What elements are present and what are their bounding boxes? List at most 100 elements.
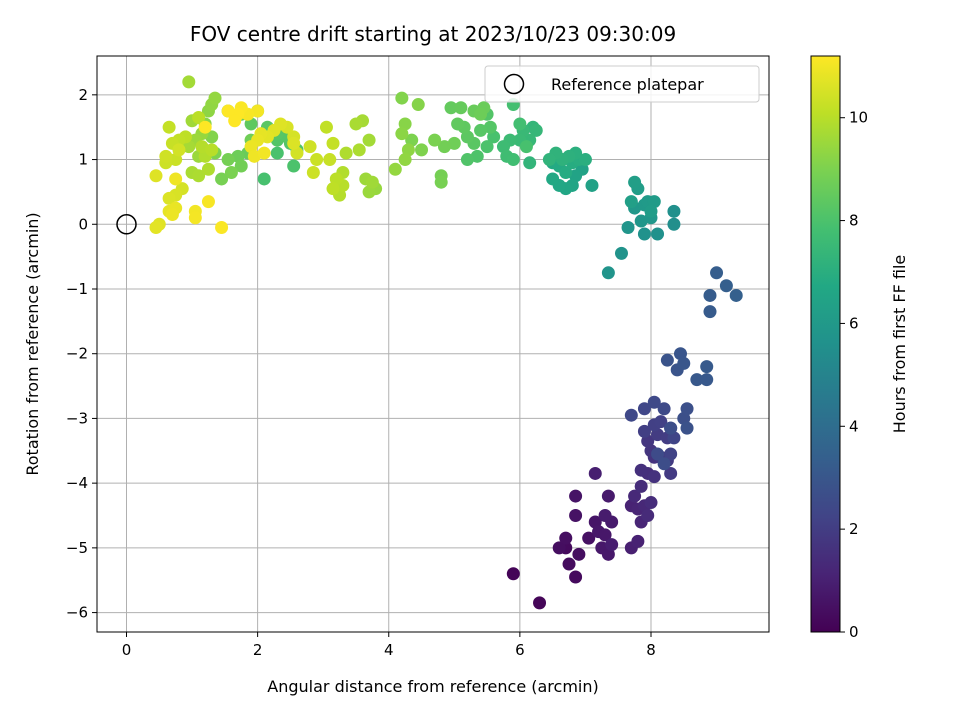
data-point: [647, 395, 661, 409]
colorbar-tick-label: 10: [849, 109, 868, 127]
x-tick-label: 4: [384, 641, 394, 659]
data-point: [578, 153, 592, 167]
plot-frame: [96, 55, 770, 633]
data-point: [339, 146, 353, 160]
data-point: [637, 227, 651, 241]
x-tick-label: 2: [253, 641, 263, 659]
data-point: [349, 117, 363, 131]
data-point: [215, 221, 229, 235]
data-point: [729, 288, 743, 302]
data-point: [192, 169, 206, 183]
data-point: [660, 353, 674, 367]
colorbar-ticks: 0 2 4 6 8 10: [840, 109, 868, 641]
data-point: [628, 489, 642, 503]
data-point: [159, 149, 173, 163]
data-point: [664, 421, 678, 435]
data-point: [224, 165, 238, 179]
data-point: [162, 191, 176, 205]
data-point: [588, 466, 602, 480]
data-point: [205, 130, 219, 144]
data-point: [703, 305, 717, 319]
data-point: [326, 136, 340, 150]
y-tick-label: −1: [66, 280, 88, 298]
data-point: [172, 143, 186, 157]
colorbar-tick-label: 4: [849, 417, 859, 435]
data-point: [195, 140, 209, 154]
colorbar-label: Hours from first FF file: [890, 255, 909, 434]
data-point: [352, 143, 366, 157]
data-point: [529, 123, 543, 137]
y-tick-label: 0: [78, 215, 88, 233]
data-point: [192, 110, 206, 124]
data-point: [205, 143, 219, 157]
data-point: [690, 373, 704, 387]
x-tick-label: 0: [122, 641, 132, 659]
data-point: [257, 146, 271, 160]
data-point: [306, 165, 320, 179]
data-point: [519, 140, 533, 154]
data-point: [585, 178, 599, 192]
data-point: [251, 104, 265, 118]
legend-entry: Reference platepar: [551, 75, 704, 94]
data-point: [569, 489, 583, 503]
data-point: [483, 120, 497, 134]
y-axis-ticks: 2 1 0 −1 −2 −3 −4 −5 −6: [66, 86, 97, 622]
colorbar: [810, 55, 841, 633]
data-point: [598, 509, 612, 523]
data-point: [326, 182, 340, 196]
data-point: [460, 153, 474, 167]
data-point: [624, 195, 638, 209]
data-point: [480, 140, 494, 154]
data-point: [667, 217, 681, 231]
data-point: [644, 496, 658, 510]
colorbar-tick-label: 8: [849, 212, 859, 230]
data-point: [552, 541, 566, 555]
data-point: [415, 143, 429, 157]
y-tick-label: −6: [66, 604, 88, 622]
data-point: [310, 153, 324, 167]
data-point: [703, 288, 717, 302]
data-point: [700, 360, 714, 374]
data-point: [605, 538, 619, 552]
data-point: [395, 91, 409, 105]
data-point: [644, 204, 658, 218]
data-point: [569, 509, 583, 523]
data-point: [621, 221, 635, 235]
data-point: [546, 172, 560, 186]
data-point: [221, 153, 235, 167]
data-point: [270, 146, 284, 160]
data-point: [513, 117, 527, 131]
data-point: [651, 227, 665, 241]
data-point: [188, 211, 202, 225]
data-point: [523, 156, 537, 170]
y-tick-label: −3: [66, 409, 88, 427]
y-tick-label: 2: [78, 86, 88, 104]
data-point: [710, 266, 724, 280]
data-point: [680, 402, 694, 416]
colorbar-tick-label: 0: [849, 623, 859, 641]
data-point: [319, 120, 333, 134]
y-tick-label: 1: [78, 151, 88, 169]
data-point: [447, 136, 461, 150]
legend: Reference platepar: [484, 65, 760, 103]
colorbar-tick-label: 2: [849, 520, 859, 538]
data-point: [362, 133, 376, 147]
reference-marker: [116, 214, 137, 235]
data-points: [149, 75, 743, 610]
data-point: [228, 114, 242, 128]
data-point: [437, 140, 451, 154]
data-point: [234, 159, 248, 173]
data-point: [628, 175, 642, 189]
data-point: [559, 531, 573, 545]
data-point: [598, 528, 612, 542]
data-point: [398, 153, 412, 167]
data-point: [303, 140, 317, 154]
data-point: [634, 463, 648, 477]
data-point: [198, 120, 212, 134]
data-point: [664, 466, 678, 480]
data-point: [562, 557, 576, 571]
data-point: [411, 98, 425, 112]
data-point: [287, 159, 301, 173]
y-tick-label: −2: [66, 345, 88, 363]
data-point: [624, 408, 638, 422]
